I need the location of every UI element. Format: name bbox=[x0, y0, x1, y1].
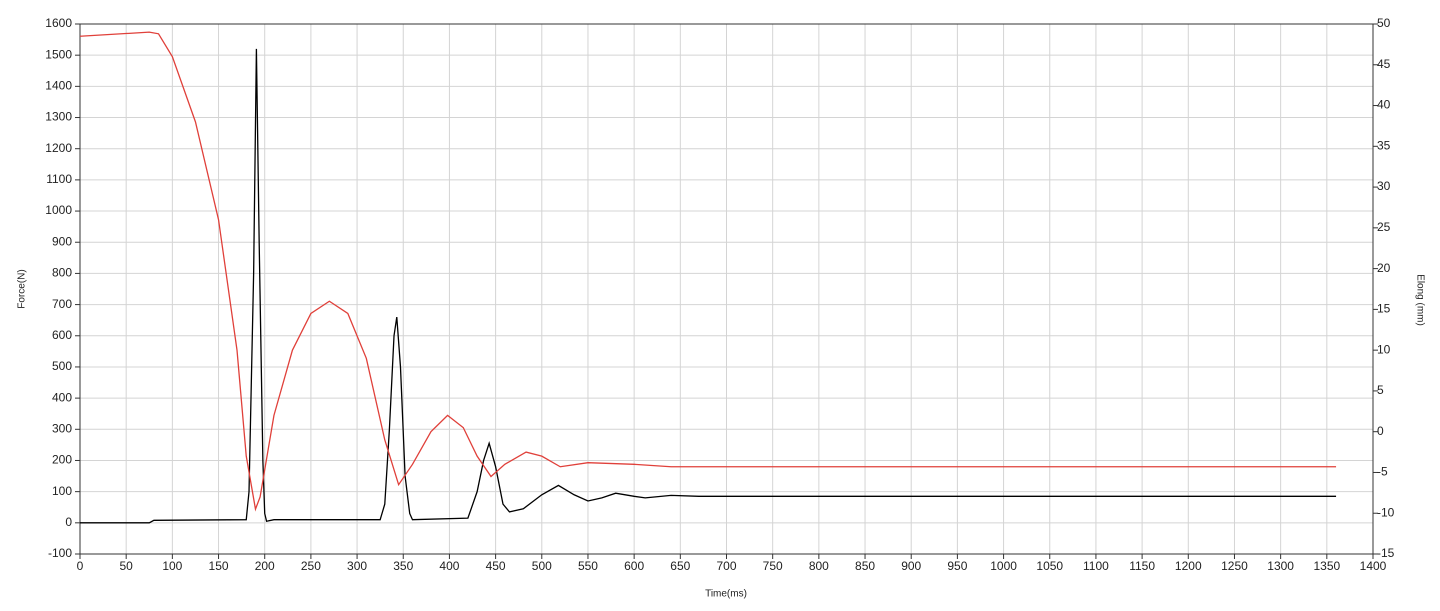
y2-tick-label: 0 bbox=[1377, 424, 1384, 438]
y2-tick-label: -10 bbox=[1377, 505, 1395, 519]
y2-tick-label: -15 bbox=[1377, 546, 1395, 560]
x-tick-label: 1050 bbox=[1036, 559, 1063, 573]
x-tick-label: 1250 bbox=[1221, 559, 1248, 573]
y-tick-label: 300 bbox=[52, 421, 72, 435]
y-tick-label: -100 bbox=[48, 546, 72, 560]
x-tick-label: 450 bbox=[486, 559, 506, 573]
x-tick-label: 800 bbox=[809, 559, 829, 573]
x-tick-label: 500 bbox=[532, 559, 552, 573]
y-axis-label: Force(N) bbox=[17, 269, 28, 308]
y-tick-label: 400 bbox=[52, 390, 72, 404]
y-tick-label: 900 bbox=[52, 234, 72, 248]
x-tick-label: 850 bbox=[855, 559, 875, 573]
x-tick-label: 1100 bbox=[1083, 559, 1109, 573]
y-tick-label: 1500 bbox=[45, 47, 72, 61]
x-tick-label: 550 bbox=[578, 559, 598, 573]
y2-tick-label: 25 bbox=[1377, 220, 1391, 234]
x-tick-label: 50 bbox=[119, 559, 133, 573]
y-tick-label: 200 bbox=[52, 453, 72, 467]
x-tick-label: 250 bbox=[301, 559, 321, 573]
y2-tick-label: 30 bbox=[1377, 179, 1391, 193]
y2-tick-label: 40 bbox=[1377, 98, 1391, 112]
x-axis-label: Time(ms) bbox=[705, 589, 747, 600]
x-tick-label: 750 bbox=[763, 559, 783, 573]
plot-frame bbox=[79, 23, 1374, 555]
y2-tick-label: 20 bbox=[1377, 261, 1391, 275]
y-tick-label: 700 bbox=[52, 297, 72, 311]
x-tick-label: 1400 bbox=[1360, 559, 1387, 573]
y2-tick-label: 5 bbox=[1377, 383, 1384, 397]
series-line bbox=[80, 48, 1337, 524]
y-tick-label: 1200 bbox=[45, 141, 72, 155]
x-tick-label: 150 bbox=[209, 559, 229, 573]
x-tick-label: 700 bbox=[716, 559, 736, 573]
y-tick-label: 0 bbox=[65, 515, 72, 529]
x-tick-label: 600 bbox=[624, 559, 644, 573]
y2-axis-label: Elong (mm) bbox=[1414, 274, 1425, 326]
y2-tick-label: 45 bbox=[1377, 57, 1391, 71]
y2-tick-label: 10 bbox=[1377, 342, 1391, 356]
x-tick-label: 1000 bbox=[990, 559, 1017, 573]
x-tick-label: 1150 bbox=[1129, 559, 1155, 573]
x-tick-label: 1200 bbox=[1175, 559, 1202, 573]
y-tick-label: 800 bbox=[52, 266, 72, 280]
x-tick-label: 100 bbox=[162, 559, 182, 573]
x-tick-label: 650 bbox=[670, 559, 690, 573]
y-tick-label: 100 bbox=[52, 484, 72, 498]
y-tick-label: 1600 bbox=[45, 16, 72, 30]
series-line bbox=[79, 31, 1337, 512]
x-tick-label: 350 bbox=[393, 559, 413, 573]
y-tick-label: 500 bbox=[52, 359, 72, 373]
x-tick-label: 200 bbox=[255, 559, 275, 573]
x-tick-label: 400 bbox=[439, 559, 459, 573]
y2-tick-label: 15 bbox=[1377, 302, 1391, 316]
y2-tick-label: 50 bbox=[1377, 16, 1391, 30]
y-tick-label: 600 bbox=[52, 328, 72, 342]
x-tick-label: 900 bbox=[901, 559, 921, 573]
x-tick-label: 1300 bbox=[1267, 559, 1294, 573]
x-tick-label: 0 bbox=[77, 559, 84, 573]
y2-tick-label: 35 bbox=[1377, 138, 1391, 152]
y2-tick-label: -5 bbox=[1377, 465, 1388, 479]
y-tick-label: 1100 bbox=[46, 172, 72, 186]
x-tick-label: 300 bbox=[347, 559, 367, 573]
x-tick-label: 950 bbox=[947, 559, 967, 573]
y-tick-label: 1400 bbox=[45, 79, 72, 93]
y-tick-label: 1300 bbox=[45, 110, 72, 124]
y-tick-label: 1000 bbox=[45, 203, 72, 217]
x-tick-label: 1350 bbox=[1313, 559, 1340, 573]
